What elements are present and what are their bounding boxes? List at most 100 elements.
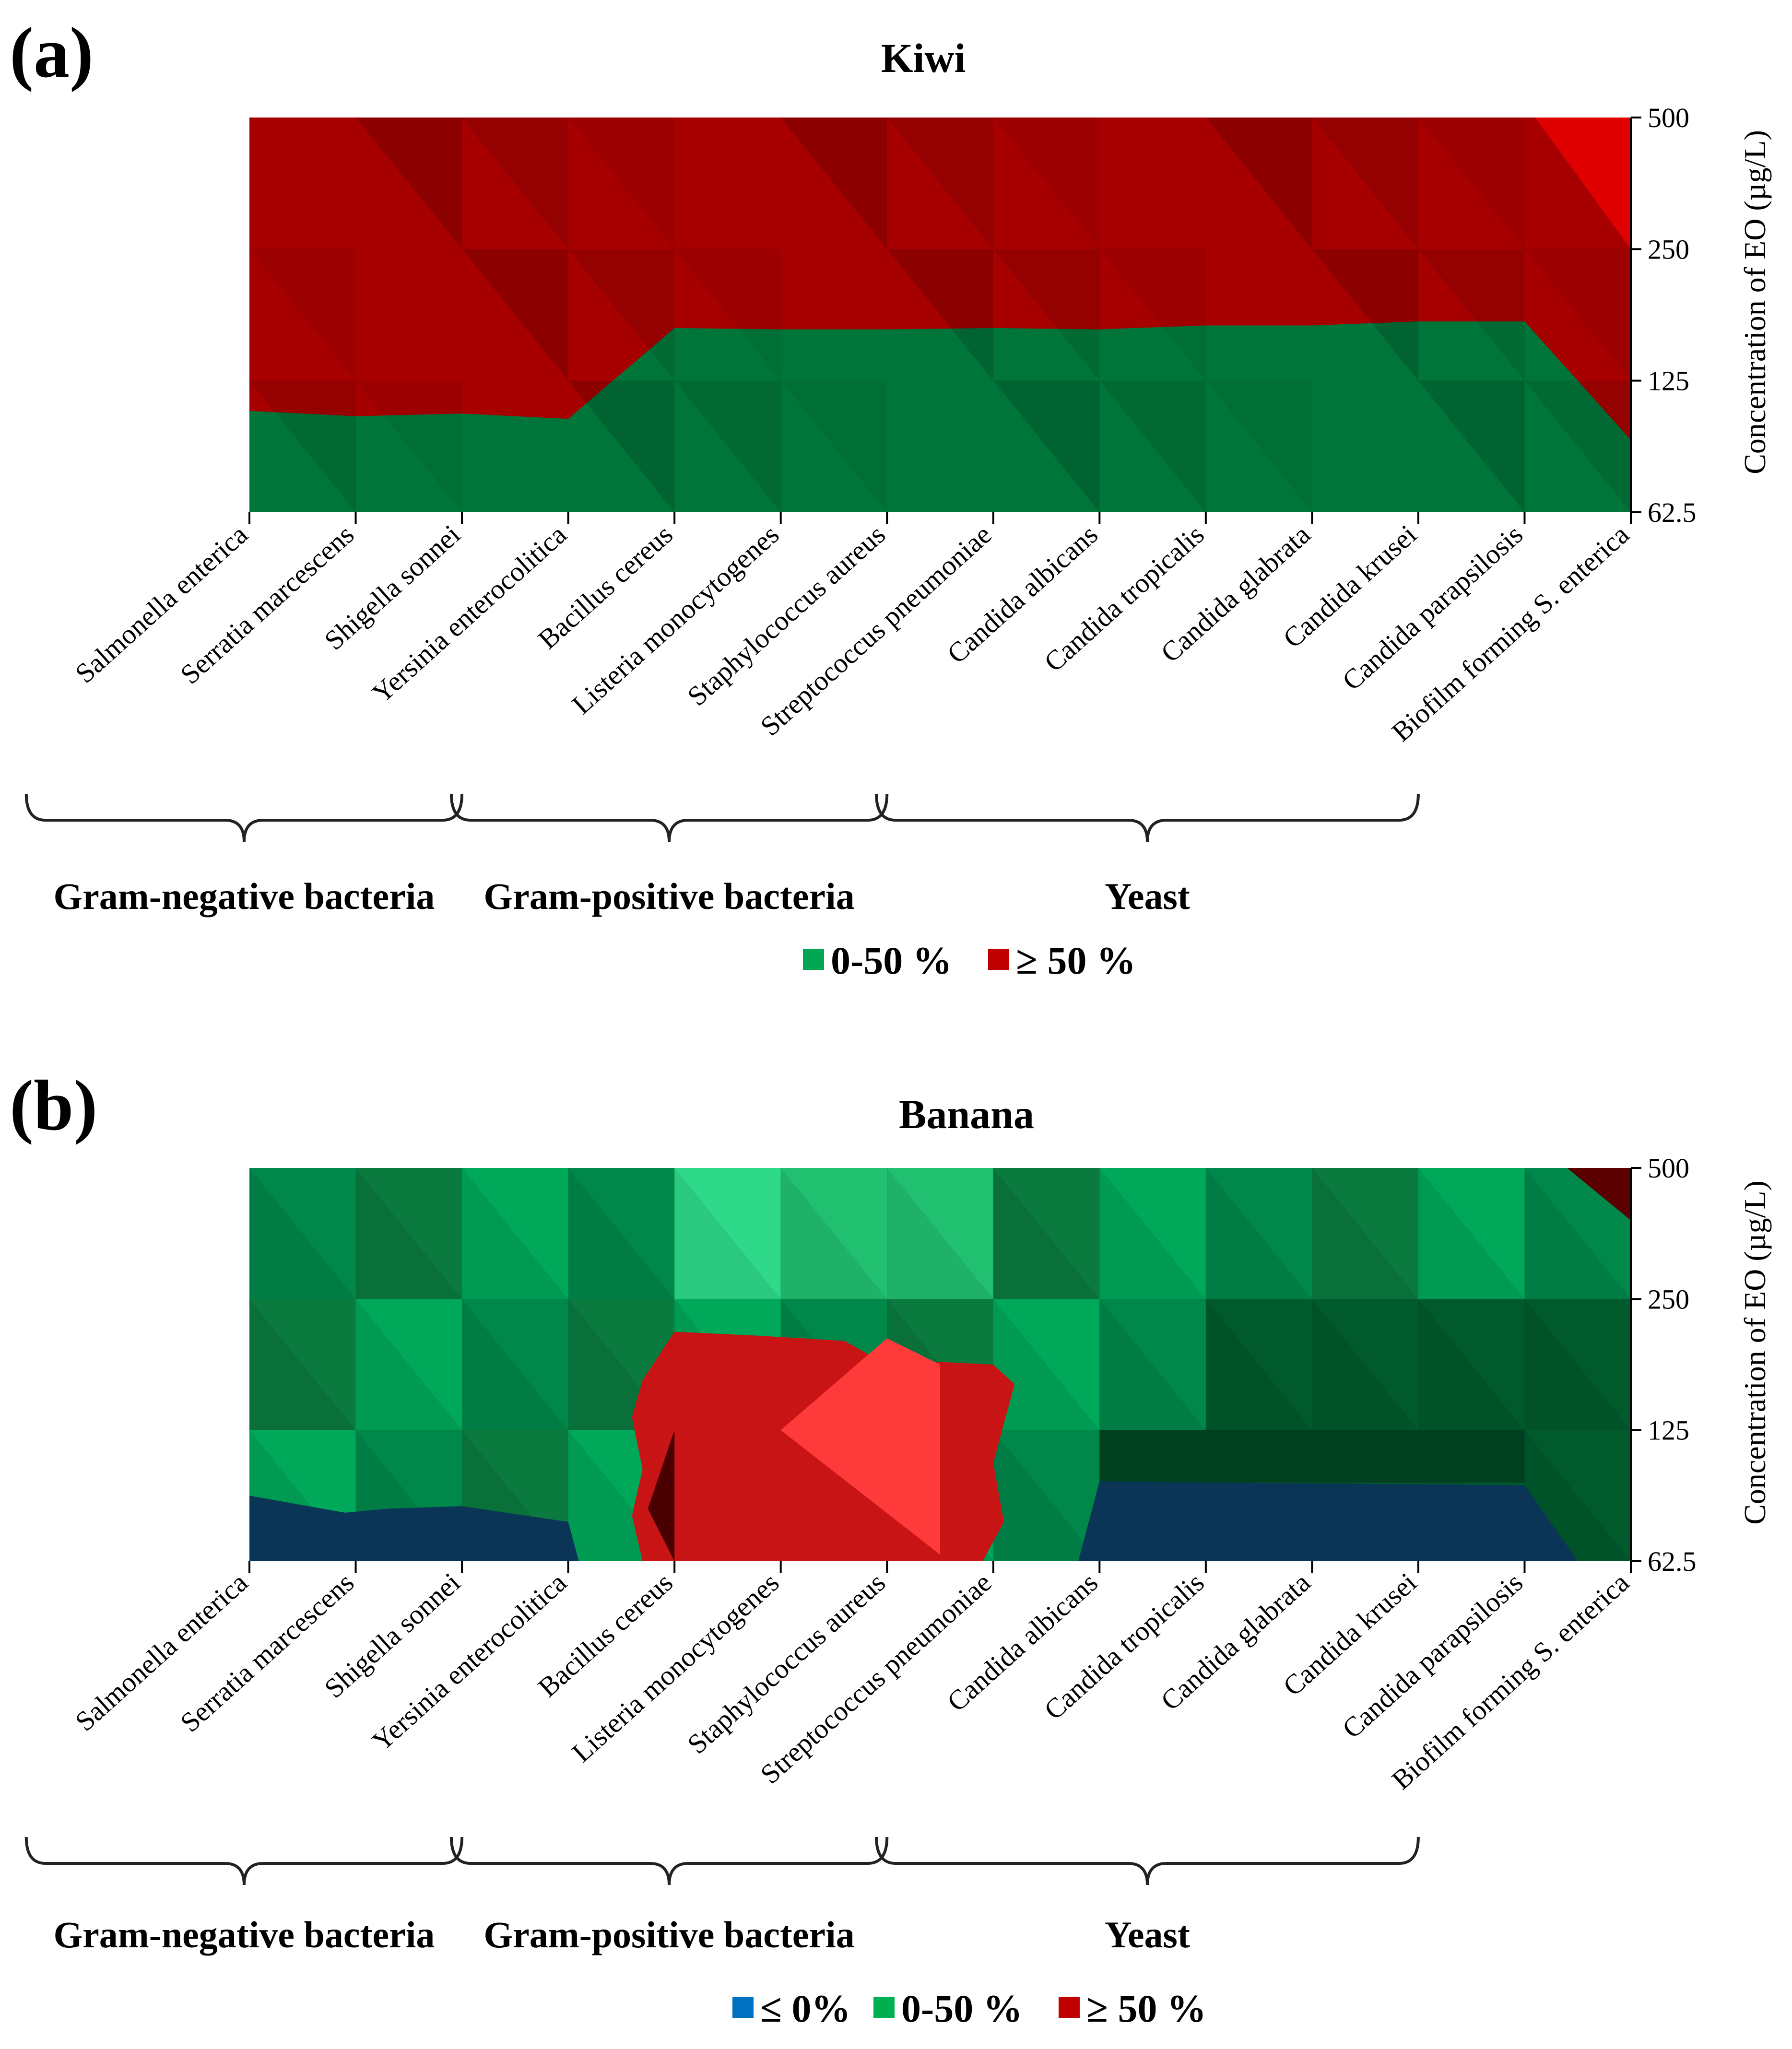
group-braces-banana: Gram-negative bacteria Gram-positive bact… [24, 1837, 1420, 1955]
facet-cell [1099, 1168, 1206, 1299]
facet-shade [355, 1168, 462, 1299]
facet-cell [249, 1299, 356, 1430]
facet-shade [249, 249, 356, 381]
facet-cell [355, 1168, 462, 1299]
group-label: Yeast [1105, 1914, 1190, 1955]
facet-shade [355, 118, 462, 249]
facet-shade [1099, 1299, 1206, 1430]
dark-band [1099, 1430, 1525, 1483]
panel-banana: (b) Banana 500 250 125 62.5 Concentration o… [10, 1066, 1772, 2030]
chart-title-kiwi: Kiwi [881, 35, 966, 81]
y-ticks-banana: 500 250 125 62.5 [1630, 1153, 1697, 1577]
facet-shade [1312, 249, 1418, 381]
group-label: Yeast [1105, 875, 1190, 917]
facet-shade [1312, 1168, 1418, 1299]
facet-shade [1205, 1299, 1312, 1430]
facet-cell [887, 1168, 993, 1299]
facet-cell [674, 1168, 781, 1299]
facet-shade [674, 249, 781, 381]
legend-swatch [873, 1997, 895, 2018]
legend-label: 0-50 % [901, 1987, 1023, 2030]
facet-cell [1524, 1299, 1631, 1430]
facet-shade [1524, 1168, 1631, 1299]
group-label: Gram-positive bacteria [483, 1914, 854, 1955]
facet-shade [780, 1168, 887, 1299]
facet-shade [1418, 118, 1525, 249]
category-label: Yersinia enterocolitica [366, 1566, 573, 1757]
facet-shade [462, 1299, 568, 1430]
category-label: Serratia marcescens [174, 518, 360, 690]
region-blue [249, 1496, 579, 1561]
red-highlight [780, 1338, 940, 1555]
facet-shade [887, 1168, 993, 1299]
panel-label-b: (b) [10, 1066, 97, 1145]
facet-shade [1099, 1168, 1206, 1299]
facet-cell [1312, 1299, 1418, 1430]
facet-shade [993, 1168, 1100, 1299]
facet-cell [1205, 1299, 1312, 1430]
category-label: Staphylococcus aureus [682, 518, 891, 712]
facet-shade [249, 380, 356, 512]
facet-shade [355, 1299, 462, 1430]
group-brace [875, 793, 1420, 842]
group-label: Gram-positive bacteria [483, 875, 854, 917]
facet-shade [1099, 380, 1206, 512]
facet-shade [249, 1168, 356, 1299]
category-label: Serratia marcescens [174, 1566, 360, 1738]
facet-shade [1205, 380, 1312, 512]
category-label: Candida parapsilosis [1336, 1566, 1529, 1744]
facet-shade [568, 380, 675, 512]
facet-cell [1418, 1168, 1525, 1299]
y-axis-label-kiwi: Concentration of EO (µg/L) [1738, 130, 1772, 474]
legend-swatch [803, 949, 824, 970]
y-tick-label: 250 [1648, 234, 1689, 265]
facet-shade [1418, 249, 1525, 381]
facet-shade [355, 380, 462, 512]
facet-shade [780, 380, 887, 512]
facet-shade [1524, 380, 1631, 512]
group-brace [24, 793, 464, 842]
green-region [249, 321, 1631, 512]
legend-swatch [988, 949, 1009, 970]
chart-title-banana: Banana [899, 1091, 1034, 1137]
facet-shade [1418, 1299, 1525, 1430]
y-tick-label: 250 [1648, 1284, 1689, 1315]
legend-label: ≥ 50 % [1086, 1987, 1206, 2030]
facet-cell [249, 1168, 356, 1299]
legend-label: ≥ 50 % [1016, 939, 1136, 982]
facet-shade [1312, 118, 1418, 249]
facet-shade [674, 1168, 781, 1299]
legend-swatch [732, 1997, 754, 2018]
group-brace [875, 1837, 1420, 1885]
panel-label-a: (a) [10, 13, 94, 93]
facet-cell [462, 1168, 568, 1299]
category-label: Listeria monocytogenes [566, 1566, 785, 1768]
facet-cell [1312, 1168, 1418, 1299]
category-label: Staphylococcus aureus [682, 1566, 891, 1760]
facet-shade [1099, 249, 1206, 381]
facet-cell [1205, 1168, 1312, 1299]
facet-shade [1205, 1168, 1312, 1299]
y-tick-label: 500 [1648, 1153, 1689, 1184]
facet-shade [568, 1168, 675, 1299]
corner-region [1567, 1168, 1631, 1221]
panel-kiwi: (a) Kiwi 500 250 125 62.5 Concentration of … [10, 13, 1772, 982]
facet-shade [462, 249, 568, 381]
heatmap-kiwi [249, 118, 1631, 512]
y-ticks-kiwi: 500 250 125 62.5 [1630, 102, 1697, 528]
facet-cell [993, 1430, 1100, 1561]
legend-label: ≤ 0% [760, 1987, 851, 2030]
category-label: Salmonella enterica [69, 1566, 254, 1737]
y-tick-label: 62.5 [1648, 497, 1697, 528]
y-tick-label: 125 [1648, 1415, 1689, 1446]
group-brace [449, 1837, 889, 1885]
facet-shade [1312, 1299, 1418, 1430]
facet-cell [355, 1299, 462, 1430]
facet-cell [993, 1299, 1100, 1430]
facet-shade [993, 1430, 1100, 1561]
facet-shade [993, 118, 1100, 249]
facet-shade [993, 380, 1100, 512]
legend-kiwi: 0-50 % ≥ 50 % [803, 939, 1136, 982]
facet-cell [993, 1168, 1100, 1299]
